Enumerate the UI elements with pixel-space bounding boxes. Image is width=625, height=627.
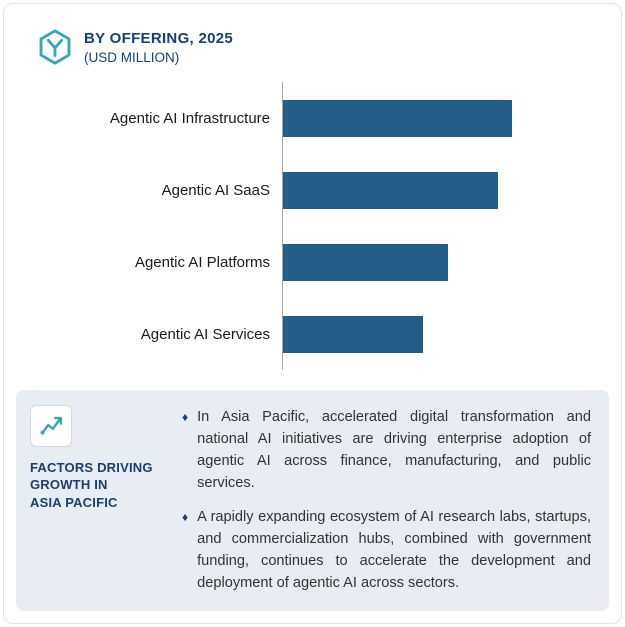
insights-left-column: FACTORS DRIVING GROWTH IN ASIA PACIFIC bbox=[30, 404, 166, 595]
insights-heading: FACTORS DRIVING GROWTH IN ASIA PACIFIC bbox=[30, 459, 166, 512]
chart-row: Agentic AI Platforms bbox=[16, 226, 609, 298]
hexagon-logo-icon bbox=[36, 28, 74, 66]
diamond-bullet-icon: ♦ bbox=[182, 409, 189, 424]
category-label: Agentic AI Services bbox=[140, 325, 270, 343]
diamond-bullet-icon: ♦ bbox=[182, 510, 189, 525]
insights-heading-line: FACTORS DRIVING bbox=[30, 459, 153, 475]
category-label: Agentic AI Platforms bbox=[134, 253, 270, 271]
line-chart-icon bbox=[30, 404, 72, 447]
chart-title: BY OFFERING, 2025 bbox=[84, 30, 234, 47]
insights-heading-line: ASIA PACIFIC bbox=[30, 494, 118, 510]
bar-chart: Agentic AI Infrastructure Agentic AI Saa… bbox=[16, 82, 609, 370]
insight-text: A rapidly expanding ecosystem of AI rese… bbox=[197, 509, 591, 592]
chart-subtitle: (USD MILLION) bbox=[84, 50, 180, 65]
insights-panel: FACTORS DRIVING GROWTH IN ASIA PACIFIC ♦… bbox=[16, 389, 609, 611]
bar-track bbox=[282, 298, 512, 370]
category-label: Agentic AI SaaS bbox=[161, 181, 270, 199]
insight-bullet: ♦ A rapidly expanding ecosystem of AI re… bbox=[182, 507, 591, 595]
value-bar bbox=[283, 243, 448, 281]
bar-track bbox=[282, 154, 512, 226]
insights-right-column: ♦ In Asia Pacific, accelerated digital t… bbox=[182, 405, 591, 595]
chart-row: Agentic AI Services bbox=[16, 298, 609, 370]
chart-row: Agentic AI SaaS bbox=[16, 154, 609, 226]
bar-track bbox=[282, 82, 512, 154]
value-bar bbox=[283, 171, 499, 209]
chart-row: Agentic AI Infrastructure bbox=[16, 82, 609, 154]
insight-bullet: ♦ In Asia Pacific, accelerated digital t… bbox=[182, 407, 591, 495]
category-label: Agentic AI Infrastructure bbox=[109, 109, 270, 127]
insights-heading-line: GROWTH IN bbox=[30, 477, 108, 493]
header-text: BY OFFERING, 2025 (USD MILLION) bbox=[84, 28, 233, 65]
bar-track bbox=[282, 226, 512, 298]
chart-card: BY OFFERING, 2025 (USD MILLION) Agentic … bbox=[3, 3, 622, 624]
value-bar bbox=[283, 99, 512, 137]
insight-text: In Asia Pacific, accelerated digital tra… bbox=[197, 408, 591, 491]
value-bar bbox=[283, 315, 423, 353]
chart-header: BY OFFERING, 2025 (USD MILLION) bbox=[16, 28, 609, 66]
